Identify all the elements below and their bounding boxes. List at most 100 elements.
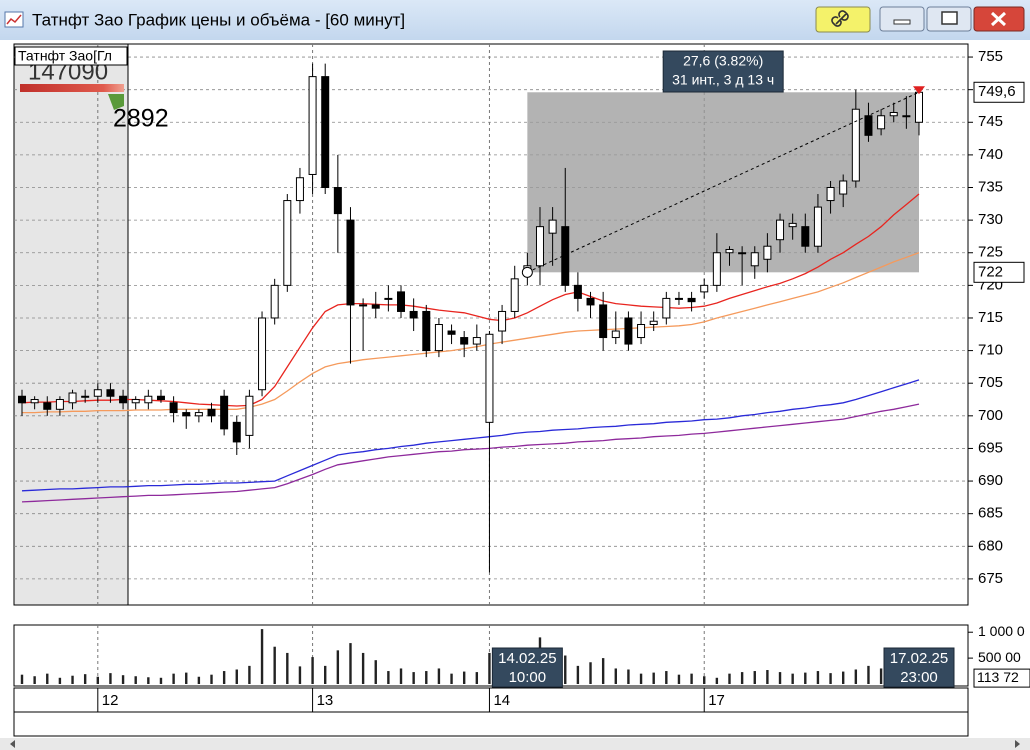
volume-bar — [121, 675, 125, 684]
candle-body — [624, 317, 633, 345]
candle-body — [700, 284, 709, 293]
volume-bar — [475, 672, 479, 684]
candle-body — [674, 297, 683, 300]
y-tick-label: 715 — [978, 309, 1003, 326]
candle-body — [346, 219, 355, 306]
volume-bar — [728, 673, 731, 684]
candle-body — [877, 115, 886, 130]
volume-bar — [627, 669, 630, 684]
y-tick-label: 710 — [978, 342, 1003, 359]
volume-bar — [601, 658, 605, 684]
volume-bar — [816, 671, 820, 684]
date-label: 13 — [317, 692, 334, 709]
volume-bar — [260, 629, 264, 684]
volume-bar — [488, 652, 491, 684]
candle-body — [182, 412, 191, 417]
candle-body — [510, 278, 519, 312]
volume-bar — [412, 672, 415, 684]
candle-body — [561, 226, 570, 286]
link-button[interactable] — [815, 6, 871, 33]
candle-body — [776, 219, 785, 241]
volume-bar — [298, 666, 302, 684]
price-highlight — [973, 261, 1025, 283]
maximize-button[interactable] — [926, 6, 972, 32]
candle-body — [194, 412, 203, 417]
volume-tick-label: 1 000 0 — [978, 623, 1025, 639]
y-tick-label: 685 — [978, 505, 1003, 522]
volume-bar — [349, 643, 352, 684]
y-tick-label: 700 — [978, 407, 1003, 424]
y-tick-label: 705 — [978, 374, 1003, 391]
close-button[interactable] — [973, 6, 1025, 32]
scrollbar[interactable] — [0, 738, 1030, 750]
legend-label-box — [14, 46, 128, 66]
volume-bar — [210, 674, 213, 684]
legend-label: Татнфт Зао[Гл — [18, 48, 112, 64]
candle-body — [738, 252, 747, 255]
y-tick-label: 735 — [978, 178, 1003, 195]
date-label: 17 — [708, 692, 725, 709]
measure-label: 27,6 (3.82%) — [683, 53, 763, 69]
current-marker — [913, 86, 925, 95]
volume-bar — [172, 673, 175, 684]
volume-bar — [361, 652, 365, 684]
y-tick-label: 730 — [978, 211, 1003, 228]
candle-body — [55, 399, 64, 410]
candle-body — [93, 389, 102, 397]
candle-body — [485, 333, 494, 423]
candle-body — [270, 284, 279, 319]
date-axis — [13, 687, 969, 713]
candle-body — [750, 252, 759, 267]
cursor-time: 10:00 — [509, 669, 547, 686]
candle-body — [131, 399, 140, 404]
candle-body — [573, 284, 582, 299]
price-highlight — [973, 81, 1025, 103]
volume-bar — [159, 677, 163, 684]
candle-body — [801, 226, 810, 247]
candle-body — [220, 395, 229, 430]
volume-bar — [665, 671, 668, 684]
candle-body — [119, 395, 128, 404]
volume-bar — [462, 671, 466, 684]
volume-bar — [589, 662, 592, 684]
candle-body — [30, 399, 39, 404]
volume-bar — [437, 668, 441, 684]
candle-body — [498, 310, 507, 332]
candle-body — [333, 187, 342, 215]
candle-body — [725, 248, 734, 254]
candle-body — [472, 337, 481, 345]
candle-body — [106, 389, 115, 397]
candle-body — [611, 330, 620, 339]
candle-body — [586, 297, 595, 306]
candle-body — [548, 219, 557, 234]
measure-label: 31 инт., 3 д 13 ч — [672, 72, 774, 88]
volume-bar — [235, 669, 238, 684]
volume-highlight — [973, 668, 1030, 688]
candle-body — [826, 187, 835, 202]
volume-bar — [690, 673, 693, 684]
cursor-date: 17.02.25 — [890, 650, 948, 667]
volume-bar — [778, 672, 782, 684]
candle-body — [156, 395, 165, 401]
volume-bar — [841, 671, 845, 684]
y-tick-label: 725 — [978, 244, 1003, 261]
candle-body — [839, 180, 848, 195]
volume-bar — [879, 668, 883, 684]
candle-body — [371, 304, 380, 309]
cursor-label-box — [883, 647, 955, 688]
volume-bar — [286, 652, 289, 684]
candle-body — [359, 304, 368, 307]
measure-label-box — [662, 50, 784, 93]
cursor-label-box — [491, 647, 563, 688]
legend-shade — [14, 44, 128, 605]
moving-average — [21, 403, 920, 503]
minimize-button[interactable] — [879, 6, 925, 32]
candle-body — [649, 320, 658, 326]
y-tick-label: 695 — [978, 439, 1003, 456]
candle-body — [687, 297, 696, 303]
candle-body — [258, 317, 267, 391]
volume-bar — [324, 665, 327, 684]
moving-average — [21, 193, 920, 407]
volume-bar — [576, 665, 580, 684]
